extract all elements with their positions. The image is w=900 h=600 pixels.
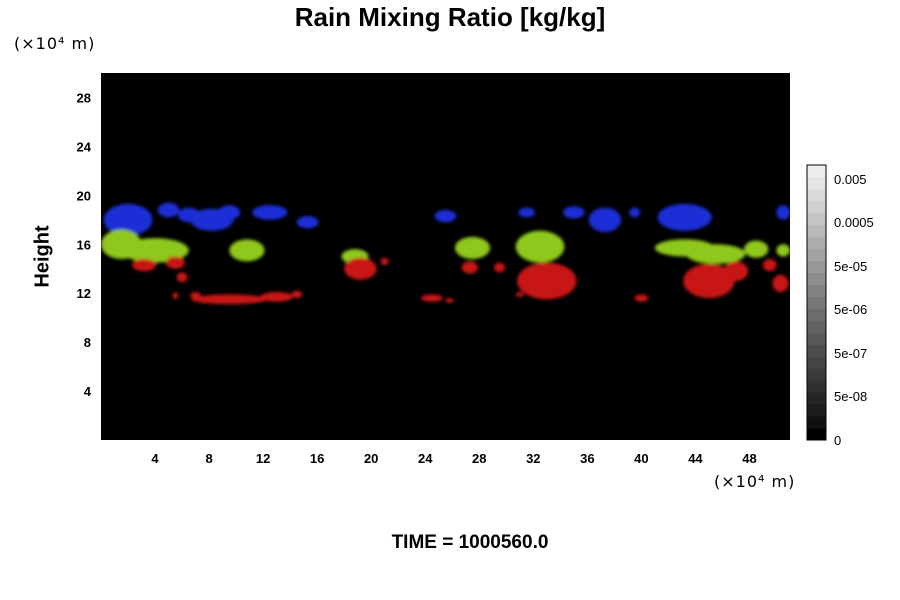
field-blob xyxy=(762,258,777,272)
field-blob xyxy=(634,294,649,302)
y-tick-label: 28 xyxy=(77,90,91,105)
colorbar-label: 5e-06 xyxy=(834,302,867,317)
time-label: TIME = 1000560.0 xyxy=(391,532,549,553)
colorbar-swatch xyxy=(807,368,826,381)
field-blob xyxy=(191,294,268,305)
field-blob xyxy=(176,272,188,283)
colorbar-swatch xyxy=(807,176,826,190)
x-tick-label: 16 xyxy=(310,451,324,466)
y-tick-label: 12 xyxy=(77,286,91,301)
x-tick-label: 40 xyxy=(634,451,648,466)
colorbar-swatch xyxy=(807,224,826,238)
colorbar-label: 5e-07 xyxy=(834,346,867,361)
field-blob xyxy=(685,244,746,264)
field-layer-2 xyxy=(132,256,789,305)
y-tick-label: 24 xyxy=(77,139,92,154)
field-blob xyxy=(515,291,524,297)
field-blob xyxy=(776,205,790,220)
colorbar-swatch xyxy=(807,212,826,226)
x-tick-label: 36 xyxy=(580,451,594,466)
colorbar-label: 5e-05 xyxy=(834,259,867,274)
field-blob xyxy=(772,274,789,292)
field-blob xyxy=(629,207,641,218)
field-blob xyxy=(518,207,535,218)
field-blob xyxy=(461,261,478,274)
field-blob xyxy=(657,203,712,231)
colorbar-swatch xyxy=(807,248,826,262)
field-blob xyxy=(723,261,749,281)
colorbar-swatch xyxy=(807,320,826,333)
field-blob xyxy=(296,216,319,229)
y-axis-unit: (×10⁴ m) xyxy=(14,34,96,53)
x-axis-unit: (×10⁴ m) xyxy=(714,472,796,491)
field-blob xyxy=(683,263,735,299)
colorbar-swatch xyxy=(807,380,826,393)
y-tick-label: 4 xyxy=(84,384,92,399)
field-blob xyxy=(494,262,505,273)
x-tick-label: 44 xyxy=(688,451,703,466)
x-tick-label: 4 xyxy=(151,451,159,466)
field-blob xyxy=(252,205,288,220)
colorbar-swatch xyxy=(807,236,826,250)
colorbar-swatch xyxy=(807,356,826,369)
field-blob xyxy=(563,206,585,219)
colorbar-swatch xyxy=(807,416,826,429)
colorbar-label: 5e-08 xyxy=(834,389,867,404)
field-blob xyxy=(260,291,293,302)
y-tick-label: 16 xyxy=(77,237,91,252)
field-blob xyxy=(744,240,769,258)
colorbar-swatch xyxy=(807,344,826,357)
colorbar-swatch xyxy=(807,428,826,441)
field-blob xyxy=(588,207,622,233)
colorbar-swatch xyxy=(807,272,826,285)
field-blob xyxy=(103,203,153,236)
colorbar-swatch xyxy=(807,284,826,297)
field-blob xyxy=(291,290,303,299)
colorbar-swatch xyxy=(807,188,826,202)
plot-area xyxy=(101,73,790,440)
field-blob xyxy=(454,236,491,259)
y-tick-label: 8 xyxy=(84,335,91,350)
field-blob xyxy=(132,258,157,272)
field-blob xyxy=(165,256,185,269)
colorbar-label: 0.005 xyxy=(834,172,867,187)
colorbar-frame xyxy=(806,164,827,441)
field-blob xyxy=(421,294,443,302)
field-blob xyxy=(445,298,454,303)
colorbar-label: 0 xyxy=(834,433,841,448)
field-blob xyxy=(434,210,457,223)
field-blob xyxy=(776,244,790,257)
x-tick-label: 12 xyxy=(256,451,270,466)
chart-title: Rain Mixing Ratio [kg/kg] xyxy=(294,2,606,32)
colorbar-swatch xyxy=(807,165,826,178)
field-layer-0 xyxy=(103,202,790,236)
field-blob xyxy=(344,257,377,280)
field-blob xyxy=(229,239,265,262)
x-tick-label: 28 xyxy=(472,451,486,466)
field-blob xyxy=(517,262,577,300)
x-tick-label: 8 xyxy=(205,451,212,466)
x-tick-label: 20 xyxy=(364,451,378,466)
colorbar-swatch xyxy=(807,200,826,214)
colorbar-swatch xyxy=(807,260,826,274)
field-blob xyxy=(157,202,180,218)
colorbar-label: 0.0005 xyxy=(834,215,874,230)
field-blob xyxy=(380,257,389,266)
x-tick-label: 32 xyxy=(526,451,540,466)
colorbar-swatch xyxy=(807,392,826,405)
colorbar-swatch xyxy=(807,332,826,345)
field-blob xyxy=(121,238,189,263)
colorbar-swatch xyxy=(807,296,826,309)
field-blob xyxy=(218,205,241,220)
colorbar-swatch xyxy=(807,404,826,417)
colorbar-swatch xyxy=(807,308,826,321)
x-tick-label: 24 xyxy=(418,451,433,466)
field-blob xyxy=(172,291,179,300)
colorbar: 0.005 0.0005 5e-05 5e-06 5e-07 5e-08 0 xyxy=(806,164,874,448)
y-tick-label: 20 xyxy=(77,188,91,203)
x-tick-label: 48 xyxy=(742,451,756,466)
field-blob xyxy=(515,230,565,263)
